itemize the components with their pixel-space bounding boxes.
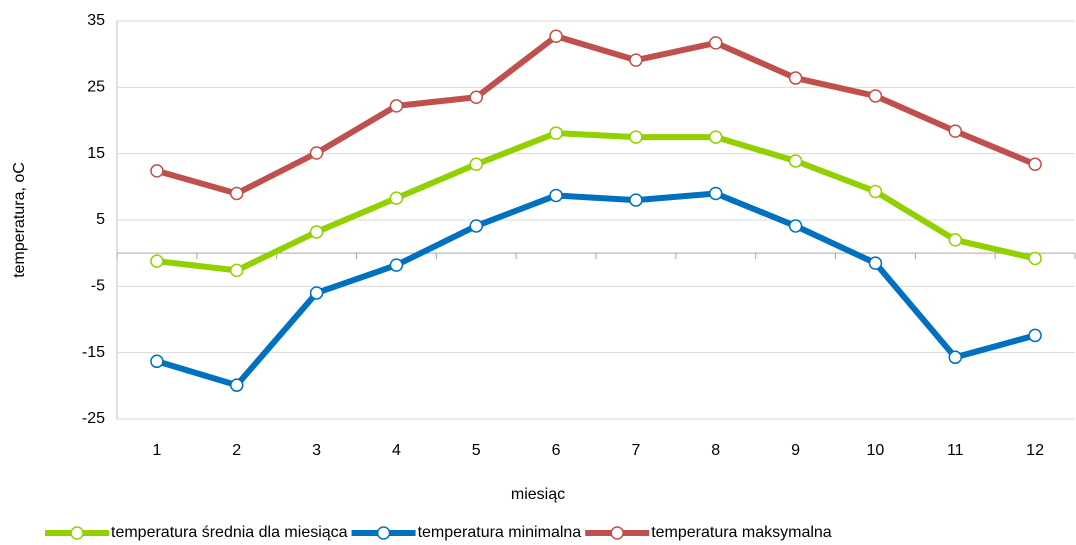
- x-tick-label: 12: [1026, 442, 1044, 459]
- x-tick-label: 1: [152, 442, 161, 459]
- point: [150, 254, 164, 268]
- point: [389, 99, 404, 113]
- point: [788, 71, 803, 85]
- point: [1028, 157, 1042, 172]
- x-tick-label: 3: [312, 442, 321, 459]
- x-tick-label: 2: [232, 442, 241, 459]
- point: [788, 154, 803, 168]
- legend-item: temperatura średnia dla miesiąca: [45, 524, 348, 541]
- point: [948, 350, 962, 365]
- point: [389, 258, 404, 272]
- x-tick-label: 9: [791, 442, 800, 459]
- point: [709, 36, 723, 50]
- x-tick-label: 5: [472, 442, 481, 459]
- point: [629, 193, 643, 207]
- point: [230, 378, 244, 392]
- x-tick-label: 4: [392, 442, 401, 459]
- point: [549, 188, 563, 203]
- point: [948, 124, 962, 138]
- point: [150, 354, 164, 369]
- y-tick-label: 35: [87, 12, 105, 29]
- x-tick-label: 8: [711, 442, 720, 459]
- point: [1028, 251, 1042, 266]
- point: [868, 89, 883, 103]
- legend-label: temperatura minimalna: [418, 524, 582, 541]
- point: [788, 219, 803, 233]
- legend-marker: [610, 526, 624, 540]
- x-tick-label: 11: [947, 442, 964, 459]
- series-line: [156, 33, 1037, 197]
- point: [1028, 328, 1042, 343]
- point: [389, 191, 404, 205]
- point: [309, 146, 324, 160]
- point: [469, 90, 483, 105]
- series-line: [156, 190, 1036, 389]
- point: [230, 186, 244, 201]
- legend-marker: [376, 526, 391, 540]
- x-axis-label: miesiąc: [511, 486, 565, 503]
- point: [948, 233, 962, 247]
- y-tick-label: 5: [96, 211, 105, 228]
- point: [709, 186, 723, 201]
- legend-label: temperatura maksymalna: [651, 524, 832, 541]
- point: [629, 130, 643, 144]
- y-tick-label: -15: [82, 344, 105, 361]
- point: [309, 286, 324, 300]
- point: [150, 164, 164, 178]
- y-tick-label: -25: [82, 410, 105, 427]
- point: [309, 225, 324, 239]
- point: [230, 263, 244, 278]
- x-tick-label: 10: [867, 442, 885, 459]
- y-tick-label: -5: [91, 278, 105, 295]
- point: [469, 219, 483, 233]
- point: [709, 130, 723, 144]
- legend-item: temperatura minimalna: [351, 524, 582, 541]
- point: [549, 29, 563, 44]
- x-tick-label: 6: [552, 442, 561, 459]
- series-line: [156, 130, 1036, 274]
- point: [868, 256, 883, 270]
- legend-item: temperatura maksymalna: [585, 524, 832, 541]
- legend-label: temperatura średnia dla miesiąca: [111, 524, 348, 541]
- point: [868, 184, 883, 199]
- point: [549, 126, 563, 140]
- point: [629, 53, 643, 67]
- y-tick-label: 15: [87, 145, 105, 162]
- y-axis-label: temperatura, oC: [11, 162, 28, 278]
- y-tick-label: 25: [87, 79, 105, 96]
- point: [469, 157, 483, 172]
- legend-marker: [70, 526, 84, 540]
- x-tick-label: 7: [631, 442, 640, 459]
